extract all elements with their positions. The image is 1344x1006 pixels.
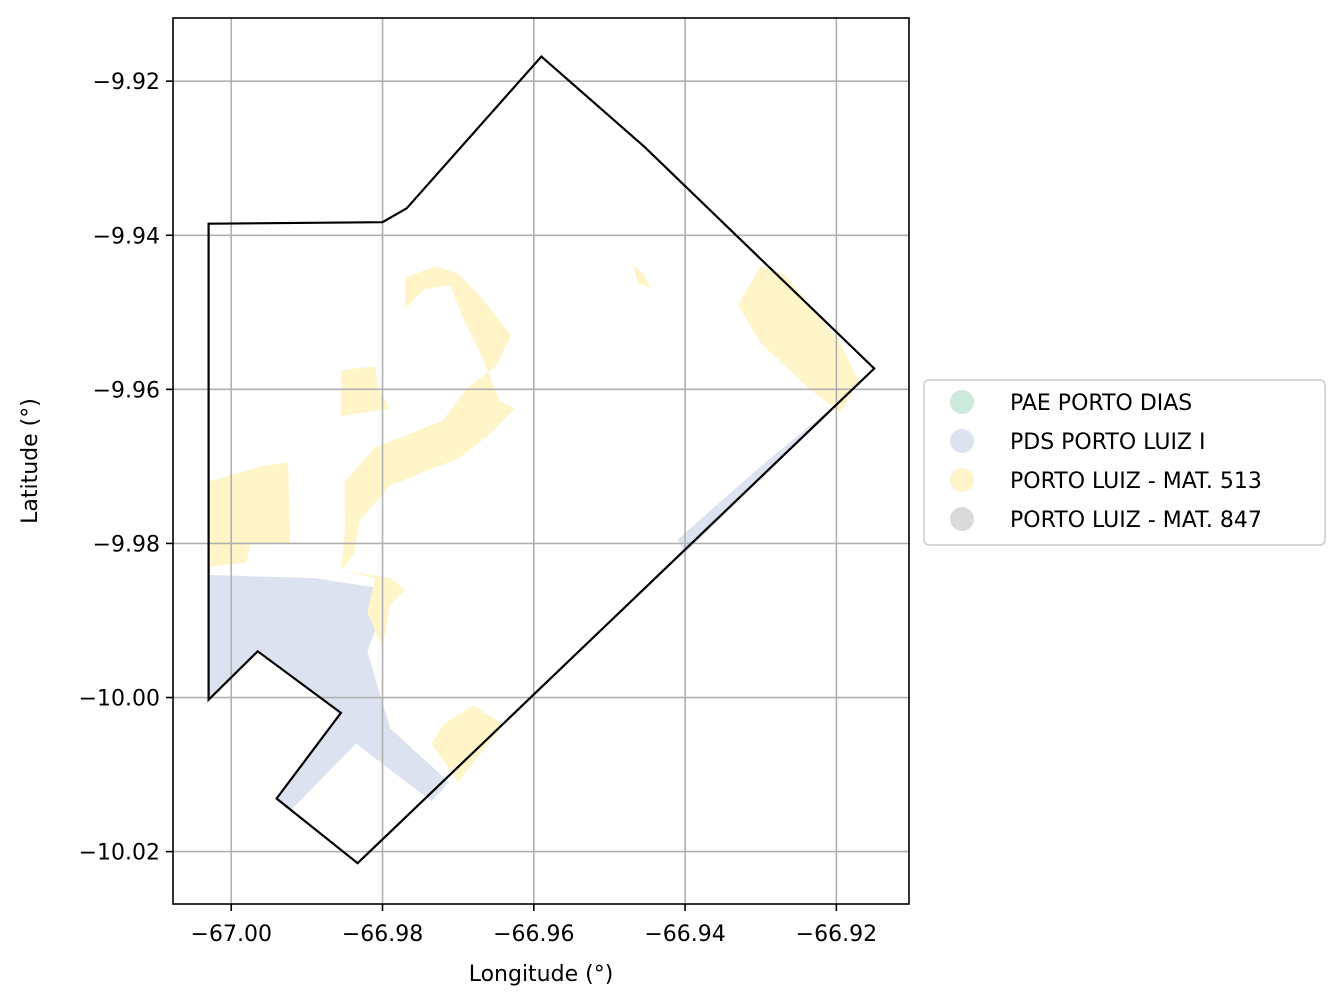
legend-label-2: PORTO LUIZ - MAT. 513 [1010,469,1262,494]
grid-layer [173,18,909,904]
y-tick-label-3: −9.98 [93,532,160,557]
y-tick-label-1: −9.94 [93,224,160,249]
plot-frame [172,17,910,905]
ticks-layer: −67.00 −66.98 −66.96 −66.94 −66.92 −9.92 −9.94… [79,70,878,947]
region-porto-luiz-mat-513-2 [208,462,291,567]
region-pds-porto-luiz-i-0 [208,575,450,810]
legend: PAE PORTO DIAS PDS PORTO LUIZ I PORTO LUIZ… [923,379,1326,546]
legend-marker-0 [950,390,974,414]
y-axis-label: Latitude (°) [18,398,43,524]
legend-label-1: PDS PORTO LUIZ I [1010,430,1206,455]
x-axis-label: Longitude (°) [469,962,614,987]
y-tick-label-0: −9.92 [93,70,160,95]
plot-background [173,18,909,904]
legend-marker-2 [950,468,974,492]
region-porto-luiz-mat-513-5 [431,705,504,783]
y-tick-label-4: −10.00 [79,687,160,712]
legend-box [923,379,1326,546]
region-porto-luiz-mat-513-6 [632,263,652,288]
boundary-layer [207,54,876,865]
y-tick-label-2: −9.96 [93,378,160,403]
boundary-outline [207,54,876,865]
y-tick-label-5: −10.02 [79,841,160,866]
legend-label-0: PAE PORTO DIAS [1010,391,1192,416]
x-tick-label-0: −67.00 [191,922,272,947]
region-porto-luiz-mat-513-4 [340,266,515,648]
legend-label-3: PORTO LUIZ - MAT. 847 [1010,508,1262,533]
legend-marker-1 [950,429,974,453]
x-tick-label-4: −66.92 [796,922,877,947]
x-tick-label-2: −66.96 [493,922,574,947]
legend-marker-3 [950,507,974,531]
region-porto-luiz-mat-513-7 [738,266,860,413]
regions-layer [208,263,860,810]
region-porto-luiz-mat-513-3 [340,366,391,417]
x-tick-label-1: −66.98 [342,922,423,947]
x-tick-label-3: −66.94 [644,922,725,947]
